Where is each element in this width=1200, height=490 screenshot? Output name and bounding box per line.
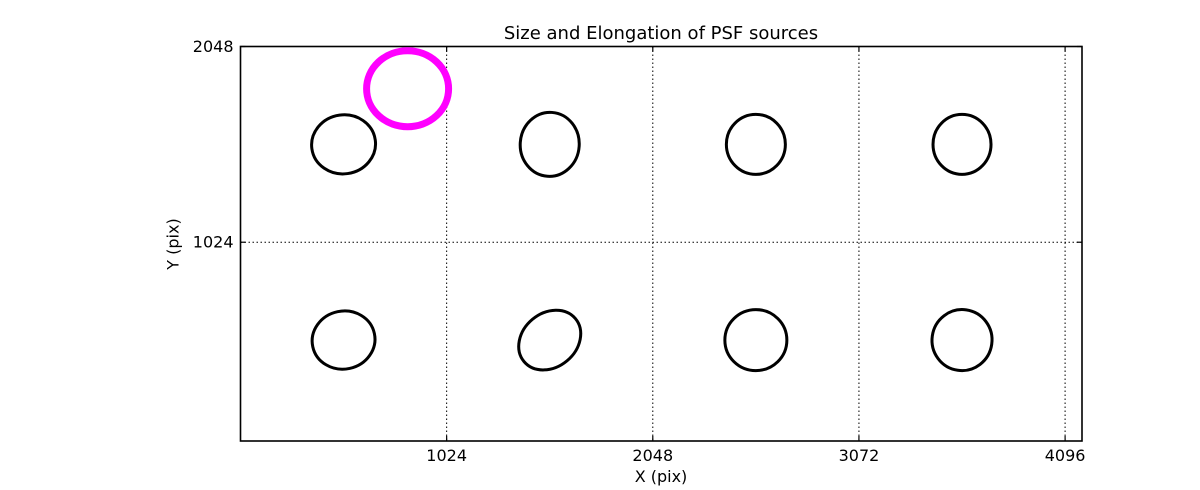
x-tick-label: 4096 xyxy=(1045,446,1086,465)
x-tick-label: 1024 xyxy=(426,446,467,465)
x-axis-label: X (pix) xyxy=(634,467,688,486)
psf-source-ellipse xyxy=(723,308,789,373)
reference-source-ellipse xyxy=(363,47,453,131)
psf-source-ellipse xyxy=(724,112,787,176)
psf-source-ellipse xyxy=(931,112,993,176)
y-tick-label: 2048 xyxy=(193,37,234,56)
x-tick-label: 2048 xyxy=(632,446,673,465)
psf-source-ellipse xyxy=(310,113,378,176)
y-tick-label: 1024 xyxy=(193,233,234,252)
plot-border xyxy=(239,45,1083,442)
psf-source-ellipse xyxy=(518,110,581,178)
psf-source-ellipse xyxy=(930,308,994,373)
psf-source-ellipse xyxy=(517,308,583,372)
psf-source-ellipse xyxy=(310,309,377,371)
y-axis-label: Y (pix) xyxy=(163,218,183,270)
chart-title: Size and Elongation of PSF sources xyxy=(503,23,819,44)
x-tick-label: 3072 xyxy=(839,446,880,465)
